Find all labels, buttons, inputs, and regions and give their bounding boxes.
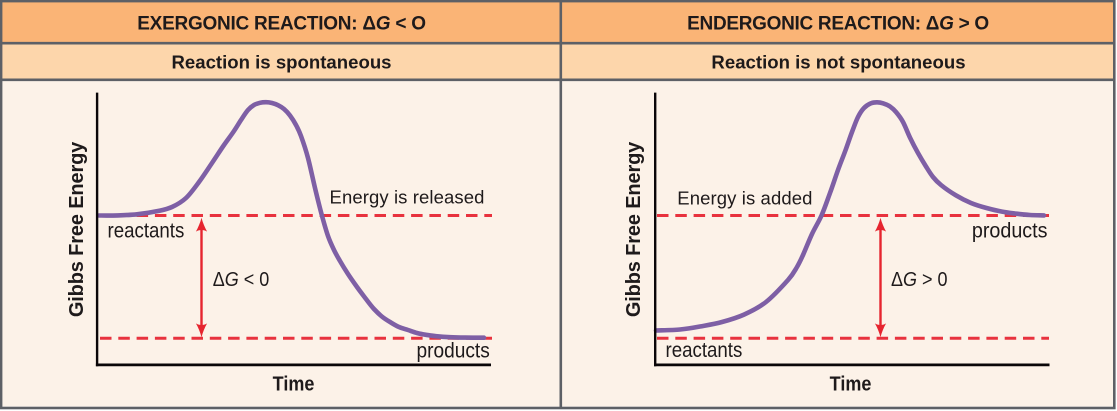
svg-text:products: products <box>417 340 490 363</box>
svg-text:Energy is released: Energy is released <box>330 187 485 208</box>
svg-text:Gibbs Free Energy: Gibbs Free Energy <box>623 141 645 317</box>
svg-text:Reaction is not spontaneous: Reaction is not spontaneous <box>711 51 965 72</box>
svg-text:reactants: reactants <box>666 339 743 362</box>
svg-text:ENDERGONIC REACTION: ΔG > O: ENDERGONIC REACTION: ΔG > O <box>687 14 989 35</box>
svg-text:Time: Time <box>273 374 315 396</box>
svg-text:products: products <box>972 220 1048 243</box>
svg-text:Gibbs Free Energy: Gibbs Free Energy <box>66 141 88 317</box>
svg-text:EXERGONIC REACTION: ΔG < O: EXERGONIC REACTION: ΔG < O <box>137 14 426 35</box>
svg-text:Energy is added: Energy is added <box>677 187 812 208</box>
svg-text:Reaction is spontaneous: Reaction is spontaneous <box>171 51 391 72</box>
svg-text:ΔG < 0: ΔG < 0 <box>213 269 270 291</box>
svg-text:ΔG > 0: ΔG > 0 <box>891 269 948 291</box>
svg-text:Time: Time <box>830 374 872 396</box>
svg-text:reactants: reactants <box>108 220 185 243</box>
